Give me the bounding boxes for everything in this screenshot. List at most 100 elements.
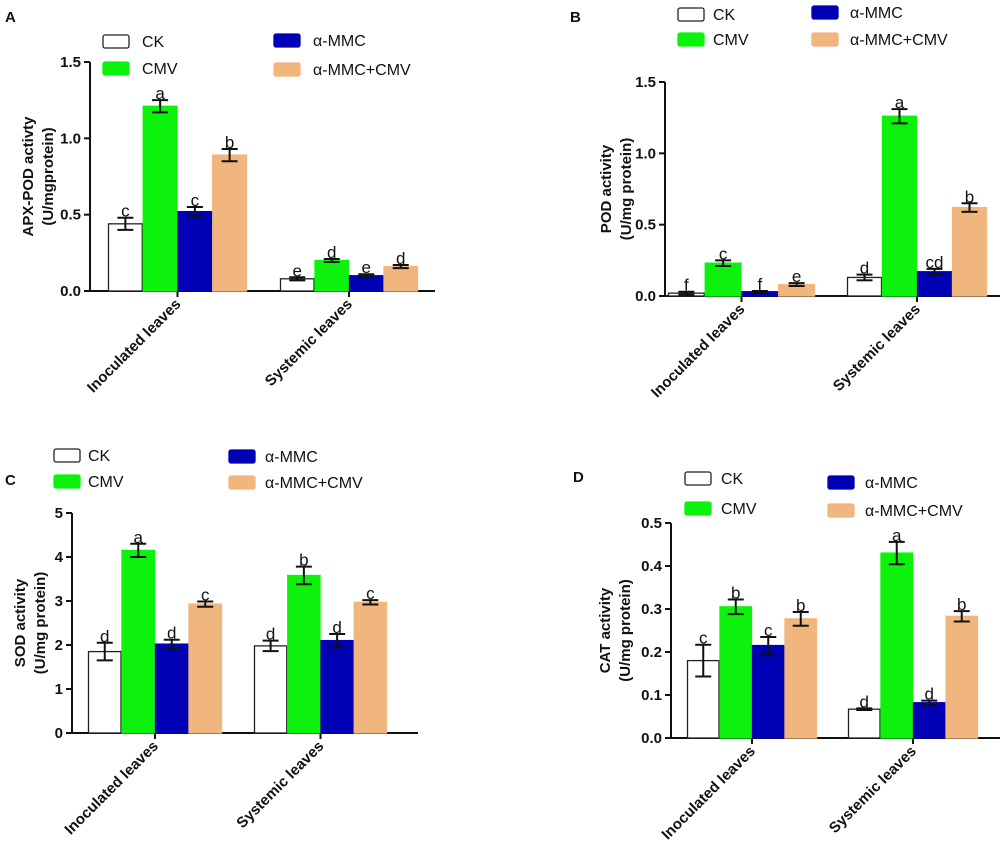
x-category-label: Systemic leaves	[233, 738, 327, 832]
bar-a-mmc	[177, 210, 213, 292]
error-bar	[197, 600, 214, 608]
error-bar	[888, 540, 905, 566]
bar-ck	[253, 645, 288, 734]
panel-label: D	[573, 469, 584, 486]
significance-letter: e	[792, 267, 801, 286]
legend-swatch-ck	[684, 471, 712, 486]
y-axis-label: (U/mg protein)	[618, 138, 635, 241]
legend-label: CK	[142, 34, 165, 51]
error-bar	[329, 633, 346, 649]
significance-letter: b	[796, 596, 805, 615]
error-bar	[289, 276, 306, 282]
y-tick-label: 0.3	[641, 601, 662, 618]
legend-label: CMV	[721, 501, 757, 518]
error-bar	[186, 206, 203, 218]
y-tick-label: 0.0	[641, 730, 662, 747]
x-category-label: Inoculated leaves	[648, 301, 748, 401]
significance-letter: d	[332, 618, 341, 637]
significance-letter: c	[719, 244, 728, 263]
y-tick-label: 1.5	[60, 54, 81, 71]
bar-a-mmc+cmv	[945, 615, 979, 739]
significance-letter: d	[860, 259, 869, 278]
legend-swatch-a-mmc	[273, 33, 301, 48]
bar-cmv	[881, 115, 918, 297]
y-tick-label: 0	[55, 725, 63, 742]
y-tick-label: 1.0	[60, 130, 81, 147]
error-bar	[695, 643, 712, 678]
error-bar	[221, 148, 238, 163]
significance-letter: f	[684, 276, 689, 295]
legend-swatch-a-mmc+cmv	[273, 62, 301, 77]
bar-a-mmc+cmv	[383, 265, 419, 292]
error-bar	[117, 216, 134, 231]
significance-letter: d	[860, 692, 869, 711]
significance-letter: a	[892, 526, 902, 545]
y-tick-label: 2	[55, 637, 63, 654]
bar-cmv	[287, 574, 321, 734]
error-bar	[926, 267, 943, 276]
legend-swatch-a-mmc	[228, 449, 256, 464]
legend-swatch-a-mmc	[827, 475, 855, 490]
y-tick-label: 0.4	[641, 558, 663, 575]
significance-letter: c	[201, 585, 210, 604]
x-category-label: Systemic leaves	[262, 296, 356, 390]
x-category-label: Inoculated leaves	[84, 296, 184, 396]
significance-letter: b	[225, 133, 234, 152]
error-bar	[96, 641, 113, 662]
legend-swatch-cmv	[677, 32, 705, 47]
legend-swatch-a-mmc+cmv	[228, 475, 256, 490]
error-bar	[856, 707, 873, 712]
error-bar	[678, 290, 695, 296]
error-bar	[262, 639, 279, 653]
legend-label: α-MMC+CMV	[850, 32, 948, 49]
y-tick-label: 0.2	[641, 644, 662, 661]
panel-label: A	[5, 9, 16, 26]
y-tick-label: 0.0	[60, 283, 81, 300]
y-axis-label: SOD activity	[12, 578, 29, 667]
legend-swatch-ck	[53, 448, 81, 463]
bar-cmv	[121, 549, 156, 734]
bar-cmv	[719, 606, 753, 739]
legend-label: α-MMC	[850, 5, 903, 22]
bar-a-mmc+cmv	[951, 206, 988, 297]
bar-a-mmc	[912, 702, 946, 739]
y-tick-label: 0.0	[635, 288, 656, 305]
significance-letter: e	[293, 261, 302, 280]
significance-letter: d	[167, 624, 176, 643]
legend-label: α-MMC+CMV	[265, 475, 363, 492]
y-tick-label: 0.5	[60, 207, 81, 224]
significance-letter: d	[925, 685, 934, 704]
legend-label: CMV	[713, 32, 749, 49]
x-category-label: Inoculated leaves	[61, 738, 161, 838]
legend-label: CK	[88, 448, 111, 465]
error-bar	[760, 635, 777, 656]
legend-label: CMV	[142, 61, 178, 78]
legend-label: α-MMC	[313, 33, 366, 50]
error-bar	[953, 610, 970, 623]
y-tick-label: 1.5	[635, 74, 656, 91]
significance-letter: f	[758, 275, 763, 294]
error-bar	[362, 599, 379, 606]
error-bar	[961, 202, 978, 213]
legend-label: CK	[713, 7, 736, 24]
y-tick-label: 4	[55, 549, 64, 566]
x-category-label: Inoculated leaves	[658, 743, 758, 843]
legend-swatch-cmv	[684, 501, 712, 516]
y-tick-label: 5	[55, 505, 63, 522]
bar-ck	[87, 650, 122, 734]
significance-letter: b	[731, 584, 740, 603]
error-bar	[163, 638, 180, 650]
legend-label: α-MMC+CMV	[313, 62, 411, 79]
y-tick-label: 1	[55, 681, 63, 698]
panel-d: D CK CMV α-MMC α-MMC+CMV 0.0 0.1 0.2 0.3 0.4 0.5 CA…	[573, 469, 1000, 843]
y-tick-label: 0.5	[635, 217, 656, 234]
significance-letter: c	[366, 584, 375, 603]
significance-letter: e	[362, 258, 371, 277]
error-bar	[295, 565, 312, 586]
legend-label: α-MMC	[865, 475, 918, 492]
y-axis-label: (U/mgprotein)	[40, 127, 57, 225]
bar-a-mmc	[320, 639, 354, 734]
y-axis-label: POD activity	[598, 144, 615, 233]
error-bar	[891, 108, 908, 125]
